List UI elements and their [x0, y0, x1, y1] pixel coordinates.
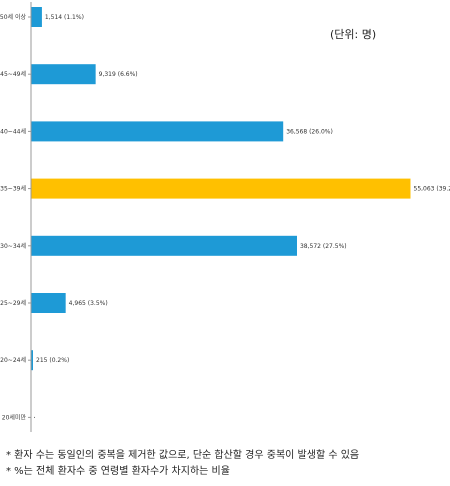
data-label: 38,572 (27.5%)	[300, 243, 347, 250]
unit-label: (단위: 명)	[330, 28, 377, 41]
data-label: 215 (0.2%)	[36, 357, 69, 364]
y-tick-label: 45~49세	[0, 70, 26, 78]
bar	[31, 293, 66, 313]
bar-zero-marker	[34, 416, 35, 418]
data-label: 9,319 (6.6%)	[99, 71, 138, 78]
y-tick-label: 30~34세	[0, 242, 26, 250]
data-label: 4,965 (3.5%)	[69, 300, 108, 307]
footnotes: * 환자 수는 동일인의 중복을 제거한 값으로, 단순 합산할 경우 중복이 …	[6, 448, 446, 480]
bar	[31, 121, 284, 142]
footnote-duplicate-patients: * 환자 수는 동일인의 중복을 제거한 값으로, 단순 합산할 경우 중복이 …	[6, 450, 360, 461]
y-tick-label: 25~29세	[0, 299, 26, 307]
data-label: 55,063 (39.2%)	[414, 186, 450, 193]
bar	[31, 350, 33, 371]
y-tick-label: 35~39세	[0, 185, 26, 193]
y-tick-label: 40~44세	[0, 127, 26, 135]
bar-highlight	[31, 178, 411, 199]
bar-chart: 50세 이상 1,514 (1.1%) 45~49세 9,319 (6.6%) 40~4…	[0, 2, 450, 432]
bar	[31, 64, 96, 85]
bar	[31, 235, 297, 256]
footnote-percentage: * %는 전체 환자수 중 연령별 환자수가 차지하는 비율	[6, 466, 230, 477]
y-tick-label: 20세미만	[2, 413, 27, 421]
y-tick-label: 50세 이상	[0, 13, 26, 21]
y-tick-label: 20~24세	[0, 356, 26, 364]
data-label: 36,568 (26.0%)	[286, 128, 333, 135]
bar	[31, 7, 42, 27]
data-label: 1,514 (1.1%)	[45, 14, 84, 21]
